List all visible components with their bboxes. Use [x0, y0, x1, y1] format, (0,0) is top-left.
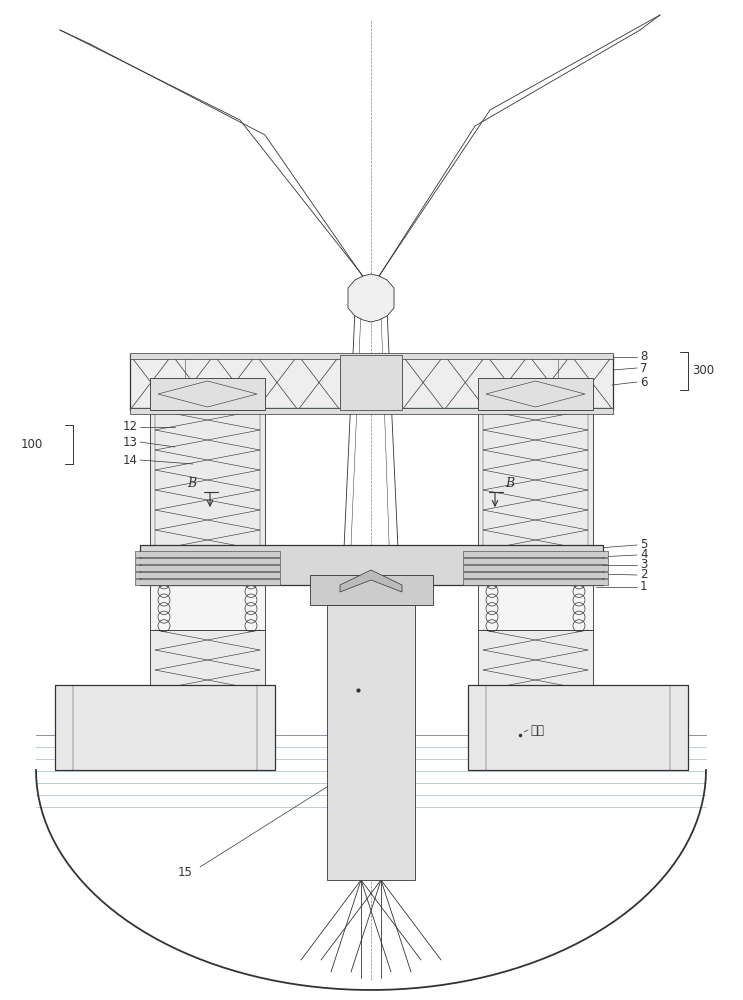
Bar — [135, 579, 280, 585]
Text: B: B — [187, 477, 197, 490]
Bar — [463, 558, 608, 564]
Bar — [310, 575, 433, 605]
Bar — [135, 565, 280, 571]
Bar — [463, 565, 608, 571]
Bar — [135, 558, 280, 564]
Text: 15: 15 — [178, 865, 192, 879]
Text: 海水: 海水 — [530, 724, 544, 736]
Bar — [150, 378, 265, 410]
Bar — [140, 545, 603, 585]
Text: 5: 5 — [640, 538, 647, 552]
Bar — [150, 410, 265, 570]
Bar — [150, 630, 265, 690]
Text: B: B — [505, 477, 515, 490]
Bar — [478, 410, 593, 570]
Bar — [478, 630, 593, 690]
Bar — [463, 572, 608, 578]
Text: 12: 12 — [123, 420, 138, 434]
Bar — [150, 570, 265, 630]
Text: 2: 2 — [640, 568, 647, 582]
Bar — [463, 551, 608, 557]
Text: 13: 13 — [123, 436, 138, 448]
Text: 1: 1 — [640, 580, 647, 593]
Bar — [327, 605, 415, 880]
Bar — [135, 551, 280, 557]
Bar — [55, 685, 275, 770]
Polygon shape — [348, 274, 394, 322]
Text: 8: 8 — [640, 351, 647, 363]
Bar — [468, 685, 688, 770]
Bar — [478, 378, 593, 410]
Bar — [340, 355, 402, 410]
Text: 3: 3 — [640, 558, 647, 572]
Text: 6: 6 — [640, 375, 647, 388]
Polygon shape — [340, 570, 402, 592]
Bar — [463, 579, 608, 585]
Text: 14: 14 — [123, 454, 138, 466]
Bar — [135, 572, 280, 578]
Text: 100: 100 — [21, 438, 43, 451]
Text: 4: 4 — [640, 548, 647, 562]
Text: 300: 300 — [692, 364, 714, 377]
Bar — [130, 353, 613, 359]
Bar — [130, 408, 613, 414]
Bar — [478, 570, 593, 630]
Bar — [130, 355, 613, 410]
Text: 7: 7 — [640, 361, 647, 374]
